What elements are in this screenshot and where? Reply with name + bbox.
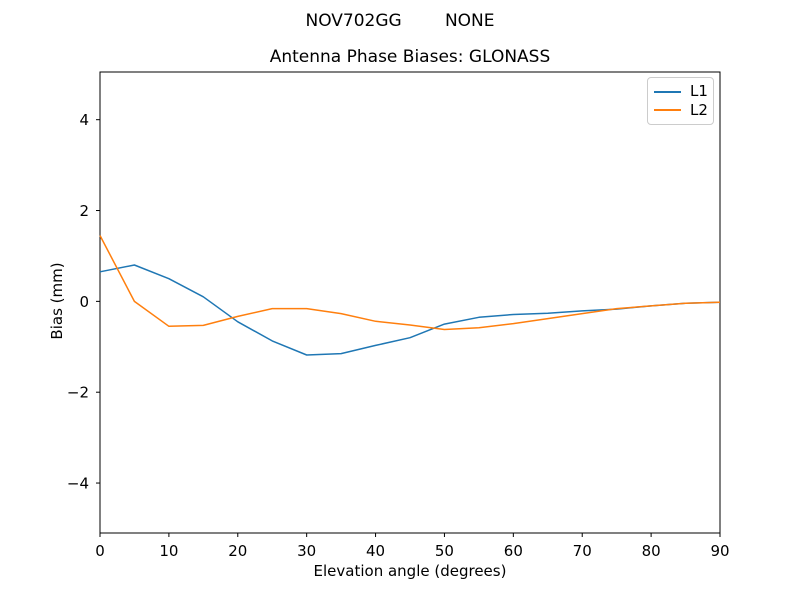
l2-line-swatch xyxy=(654,109,681,112)
y-tick-label: −2 xyxy=(67,384,89,402)
legend-item-l2: L2 xyxy=(654,100,708,119)
x-tick-label: 50 xyxy=(435,542,454,560)
figure-suptitle: NOV702GG NONE xyxy=(305,11,495,31)
x-tick-label: 80 xyxy=(642,542,661,560)
l1-line-swatch xyxy=(654,90,681,93)
x-tick-label: 70 xyxy=(573,542,592,560)
y-axis-label: Bias (mm) xyxy=(48,262,66,340)
y-axis: −4 −2 0 2 4 xyxy=(67,111,100,493)
x-tick-label: 20 xyxy=(228,542,247,560)
x-tick-label: 90 xyxy=(710,542,729,560)
series-line-L1 xyxy=(99,264,721,356)
x-tick-label: 40 xyxy=(366,542,385,560)
legend-label-l1: L1 xyxy=(690,82,708,101)
x-axis-label: Elevation angle (degrees) xyxy=(313,562,507,580)
legend: L1 L2 xyxy=(647,77,714,125)
axes-spines xyxy=(99,71,721,534)
x-tick-label: 60 xyxy=(504,542,523,560)
series-line-L2 xyxy=(99,235,721,331)
y-tick-label: 2 xyxy=(79,202,89,220)
x-tick-label: 30 xyxy=(297,542,316,560)
legend-item-l1: L1 xyxy=(654,82,708,101)
y-tick-label: 0 xyxy=(79,293,89,311)
x-axis: 0 10 20 30 40 50 60 70 80 90 xyxy=(95,533,730,560)
y-tick-label: 4 xyxy=(79,111,89,129)
y-tick-label: −4 xyxy=(67,475,89,493)
x-tick-label: 0 xyxy=(95,542,105,560)
x-tick-label: 10 xyxy=(159,542,178,560)
legend-label-l2: L2 xyxy=(690,100,708,119)
chart-title: Antenna Phase Biases: GLONASS xyxy=(269,47,551,67)
